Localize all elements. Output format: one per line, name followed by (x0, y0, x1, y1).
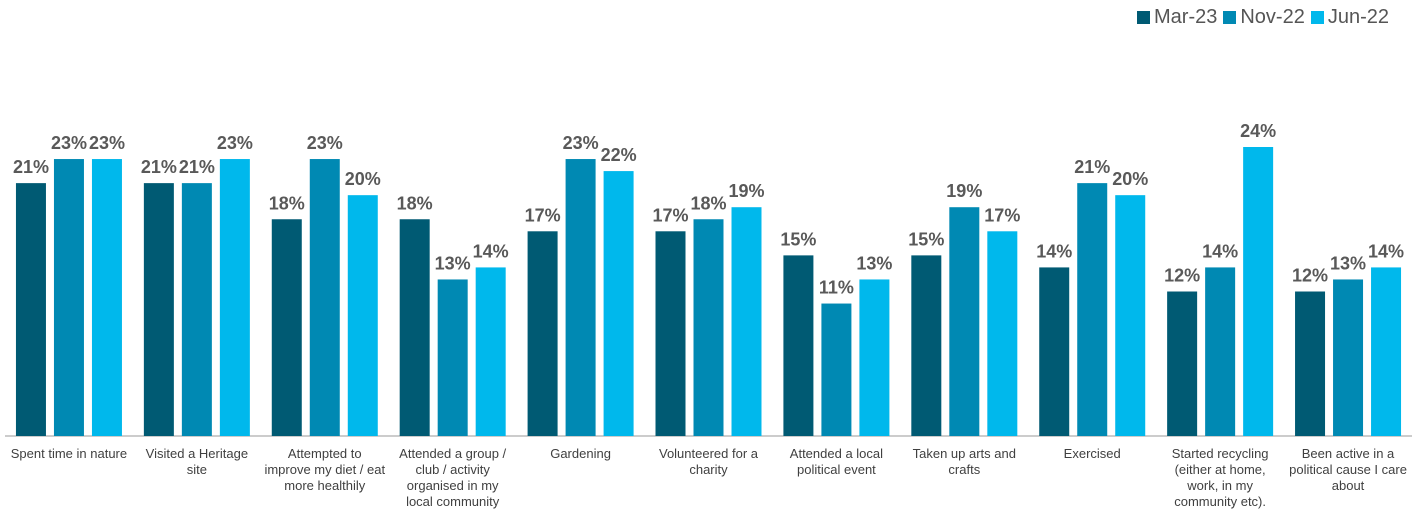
bar (475, 267, 506, 436)
bar (309, 159, 340, 436)
legend-swatch (1310, 11, 1324, 24)
value-label: 20% (345, 169, 381, 189)
x-tick-label: Attempted to improve my diet / eat more … (264, 446, 386, 493)
bar (731, 207, 762, 436)
bar (1243, 147, 1274, 436)
bar (1167, 291, 1198, 436)
bar (53, 159, 84, 436)
bar (1039, 267, 1070, 436)
value-label: 15% (908, 229, 944, 249)
value-label: 21% (141, 157, 177, 177)
bar (565, 159, 596, 436)
legend-label: Mar-23 (1154, 6, 1218, 28)
bar (181, 183, 212, 436)
legend: Mar-23 Nov-22 Jun-22 (1137, 6, 1389, 29)
bar (347, 195, 378, 436)
x-tick-label: Started recycling (either at home, work,… (1171, 446, 1269, 509)
x-tick-label: Attended a local political event (789, 446, 884, 477)
bar (783, 255, 814, 436)
bar (603, 171, 634, 437)
value-label: 12% (1292, 266, 1328, 286)
value-label: 18% (269, 193, 305, 213)
value-label: 19% (946, 181, 982, 201)
bar (399, 219, 430, 436)
value-label: 13% (856, 253, 892, 273)
x-tick-label: Visited a Heritage site (145, 446, 249, 477)
value-label: 21% (13, 157, 49, 177)
value-label: 24% (1240, 121, 1276, 141)
x-tick-label: Taken up arts and crafts (912, 446, 1016, 477)
bar (271, 219, 302, 436)
value-label: 14% (1368, 241, 1404, 261)
value-label: 19% (728, 181, 764, 201)
value-label: 17% (984, 205, 1020, 225)
value-label: 17% (525, 205, 561, 225)
bar (1333, 279, 1364, 436)
x-tick-label: Been active in a political cause I care … (1289, 446, 1407, 493)
bar (693, 219, 724, 436)
value-label: 11% (819, 278, 854, 298)
bar (219, 159, 250, 436)
legend-item: Nov-22 (1223, 6, 1305, 29)
x-tick-label: Gardening (550, 446, 611, 461)
value-label: 14% (1036, 241, 1072, 261)
value-label: 21% (179, 157, 215, 177)
x-tick-label: Volunteered for a charity (658, 446, 759, 477)
x-tick-label: Exercised (1063, 446, 1121, 461)
bar (655, 231, 686, 436)
value-label: 23% (217, 133, 253, 153)
value-label: 23% (89, 133, 125, 153)
value-label: 23% (51, 133, 87, 153)
bar (1115, 195, 1146, 436)
value-label: 15% (780, 229, 816, 249)
bar (949, 207, 980, 436)
value-label: 22% (601, 145, 637, 165)
x-tick-label: Spent time in nature (10, 446, 128, 461)
bar (859, 279, 890, 436)
legend-swatch (1223, 11, 1237, 24)
value-label: 20% (1112, 169, 1148, 189)
bar (437, 279, 468, 436)
bar (15, 183, 46, 436)
value-label: 23% (307, 133, 343, 153)
bar (821, 303, 852, 436)
bar (1371, 267, 1402, 436)
value-label: 18% (397, 193, 433, 213)
bar (143, 183, 174, 436)
value-label: 23% (563, 133, 599, 153)
value-label: 17% (652, 205, 688, 225)
bar (1295, 291, 1326, 436)
legend-label: Nov-22 (1240, 6, 1305, 28)
value-label: 13% (435, 253, 471, 273)
value-label: 12% (1164, 266, 1200, 286)
bar (911, 255, 942, 436)
bar (91, 159, 122, 436)
value-label: 21% (1074, 157, 1110, 177)
bar (527, 231, 558, 436)
legend-item: Jun-22 (1310, 6, 1389, 29)
value-label: 13% (1330, 253, 1366, 273)
legend-item: Mar-23 (1137, 6, 1217, 29)
bar (1077, 183, 1108, 436)
legend-swatch (1137, 11, 1150, 24)
value-label: 14% (1202, 241, 1238, 261)
legend-label: Jun-22 (1327, 6, 1389, 28)
bar (1205, 267, 1236, 436)
x-tick-label: Attended a group / club / activity organ… (399, 446, 507, 509)
bar (987, 231, 1018, 436)
value-label: 18% (690, 193, 726, 213)
value-label: 14% (473, 241, 509, 261)
